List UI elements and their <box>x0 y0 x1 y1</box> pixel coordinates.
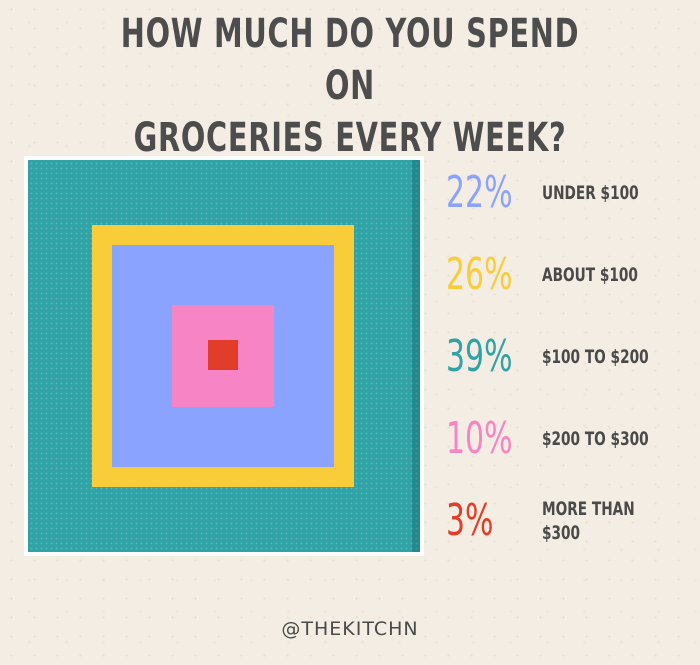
legend-item-200-to-300: 10% $200 TO $300 <box>446 409 696 491</box>
nested-squares-chart <box>24 156 424 556</box>
legend-pct-200-to-300: 10% <box>446 413 513 464</box>
legend-label-100-to-200: $100 TO $200 <box>542 346 649 368</box>
legend-pct-100-to-200: 39% <box>446 331 513 382</box>
teal-edge-shade <box>412 160 420 552</box>
legend-pct-about-100: 26% <box>446 249 513 300</box>
legend-label-about-100: ABOUT $100 <box>542 264 638 286</box>
title-line-2: GROCERIES EVERY WEEK? <box>133 115 567 161</box>
legend-item-100-to-200: 39% $100 TO $200 <box>446 327 696 409</box>
legend-label-more-than-300: MORE THAN $300 <box>542 498 635 544</box>
page-title: HOW MUCH DO YOU SPEND ON GROCERIES EVERY… <box>98 8 602 164</box>
legend-item-under-100: 22% UNDER $100 <box>446 163 696 245</box>
legend-item-about-100: 26% ABOUT $100 <box>446 245 696 327</box>
legend-label-200-to-300: $200 TO $300 <box>542 428 649 450</box>
credit-handle: @THEKITCHN <box>281 618 419 640</box>
legend-item-more-than-300: 3% MORE THAN $300 <box>446 491 696 573</box>
title-line-1: HOW MUCH DO YOU SPEND ON <box>120 11 580 109</box>
legend: 22% UNDER $100 26% ABOUT $100 39% $100 T… <box>446 163 696 573</box>
legend-label-under-100: UNDER $100 <box>542 182 639 204</box>
legend-pct-under-100: 22% <box>446 167 513 218</box>
square-more-than-300 <box>208 340 238 370</box>
legend-pct-more-than-300: 3% <box>446 495 494 546</box>
